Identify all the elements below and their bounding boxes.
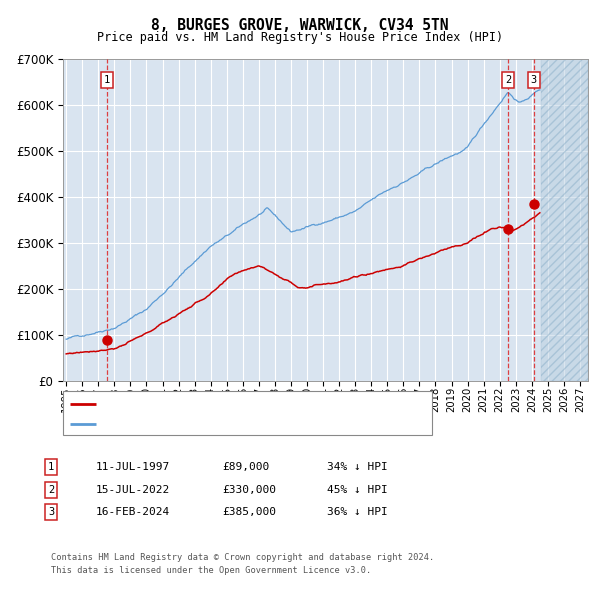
Text: HPI: Average price, detached house, Warwick: HPI: Average price, detached house, Warw… xyxy=(102,419,371,429)
Text: £89,000: £89,000 xyxy=(222,463,269,472)
Text: 15-JUL-2022: 15-JUL-2022 xyxy=(96,485,170,494)
Text: 8, BURGES GROVE, WARWICK, CV34 5TN: 8, BURGES GROVE, WARWICK, CV34 5TN xyxy=(151,18,449,33)
Text: 1: 1 xyxy=(104,75,110,85)
Text: 45% ↓ HPI: 45% ↓ HPI xyxy=(327,485,388,494)
Text: Price paid vs. HM Land Registry's House Price Index (HPI): Price paid vs. HM Land Registry's House … xyxy=(97,31,503,44)
Text: £330,000: £330,000 xyxy=(222,485,276,494)
Text: This data is licensed under the Open Government Licence v3.0.: This data is licensed under the Open Gov… xyxy=(51,566,371,575)
Text: 2: 2 xyxy=(505,75,511,85)
Text: 34% ↓ HPI: 34% ↓ HPI xyxy=(327,463,388,472)
Text: £385,000: £385,000 xyxy=(222,507,276,517)
Text: 3: 3 xyxy=(531,75,537,85)
Bar xyxy=(541,59,588,381)
Text: 8, BURGES GROVE, WARWICK, CV34 5TN (detached house): 8, BURGES GROVE, WARWICK, CV34 5TN (deta… xyxy=(102,399,421,409)
Text: 16-FEB-2024: 16-FEB-2024 xyxy=(96,507,170,517)
Text: 11-JUL-1997: 11-JUL-1997 xyxy=(96,463,170,472)
Text: Contains HM Land Registry data © Crown copyright and database right 2024.: Contains HM Land Registry data © Crown c… xyxy=(51,553,434,562)
Text: 36% ↓ HPI: 36% ↓ HPI xyxy=(327,507,388,517)
Text: 2: 2 xyxy=(48,485,54,494)
Text: 1: 1 xyxy=(48,463,54,472)
Text: 3: 3 xyxy=(48,507,54,517)
